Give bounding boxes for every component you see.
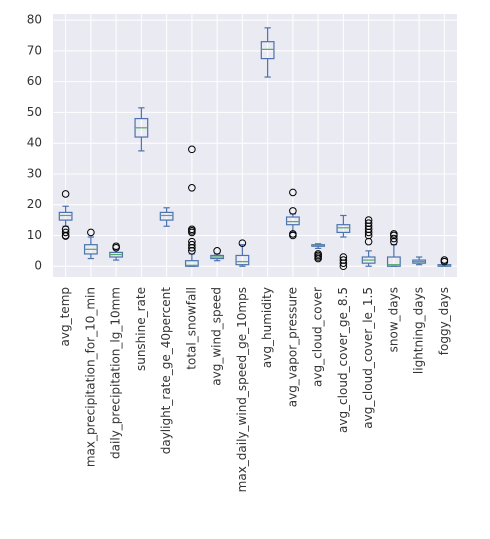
box bbox=[285, 216, 300, 226]
flier bbox=[188, 183, 196, 192]
y-tick-label: 60 bbox=[27, 74, 42, 88]
x-tick-label: avg_vapor_pressure bbox=[285, 287, 299, 407]
box bbox=[58, 211, 73, 221]
flier bbox=[213, 247, 221, 255]
y-tick-label: 30 bbox=[27, 166, 42, 180]
flier bbox=[289, 188, 297, 197]
box bbox=[235, 254, 250, 266]
flier bbox=[364, 216, 373, 224]
flier bbox=[364, 219, 373, 227]
x-tick-label: avg_wind_speed bbox=[210, 287, 224, 386]
flier bbox=[339, 262, 348, 271]
x-tick-label: snow_days bbox=[386, 287, 400, 352]
flier bbox=[339, 259, 348, 267]
box bbox=[260, 41, 275, 60]
box bbox=[386, 256, 401, 267]
y-tick-label: 10 bbox=[27, 228, 42, 242]
x-tick-label: avg_humidity bbox=[260, 287, 274, 368]
box bbox=[159, 211, 174, 221]
plot-area bbox=[53, 14, 457, 277]
x-tick-label: daily_precipitation_lg_10mm bbox=[109, 287, 123, 459]
x-tick-label: max_precipitation_for_10_min bbox=[83, 287, 97, 467]
x-tick-label: avg_cloud_cover bbox=[311, 287, 325, 387]
x-tick-label: foggy_days bbox=[437, 287, 451, 355]
x-tick-label: daylight_rate_ge_40percent bbox=[159, 287, 173, 455]
y-tick-label: 50 bbox=[27, 105, 42, 119]
flier bbox=[188, 228, 196, 237]
flier bbox=[314, 254, 322, 263]
y-tick-label: 80 bbox=[27, 13, 42, 27]
flier bbox=[289, 207, 297, 215]
x-tick-label: lightning_days bbox=[412, 287, 426, 374]
flier bbox=[188, 247, 196, 255]
flier bbox=[188, 243, 196, 252]
y-tick-label: 0 bbox=[34, 259, 42, 273]
y-tick-label: 40 bbox=[27, 136, 42, 150]
y-tick-label: 20 bbox=[27, 197, 42, 211]
flier bbox=[61, 190, 70, 198]
flier bbox=[390, 234, 398, 243]
flier bbox=[390, 230, 398, 238]
flier bbox=[61, 232, 70, 240]
flier bbox=[289, 230, 297, 238]
x-tick-label: total_snowfall bbox=[184, 287, 198, 370]
flier bbox=[61, 228, 70, 237]
flier bbox=[440, 256, 449, 264]
x-tick-label: avg_cloud_cover_ge_8.5 bbox=[336, 287, 350, 433]
x-tick-label: sunshine_rate bbox=[134, 287, 148, 371]
box bbox=[336, 224, 351, 233]
x-tick-label: avg_cloud_cover_le_1.5 bbox=[361, 287, 375, 429]
flier bbox=[188, 145, 196, 154]
flier bbox=[112, 242, 120, 251]
y-tick-label: 70 bbox=[27, 43, 42, 57]
x-tick-label: max_daily_wind_speed_ge_10mps bbox=[235, 287, 249, 492]
flier bbox=[87, 228, 95, 237]
flier bbox=[238, 239, 247, 247]
box bbox=[184, 260, 199, 267]
x-tick-label: avg_temp bbox=[58, 287, 72, 346]
